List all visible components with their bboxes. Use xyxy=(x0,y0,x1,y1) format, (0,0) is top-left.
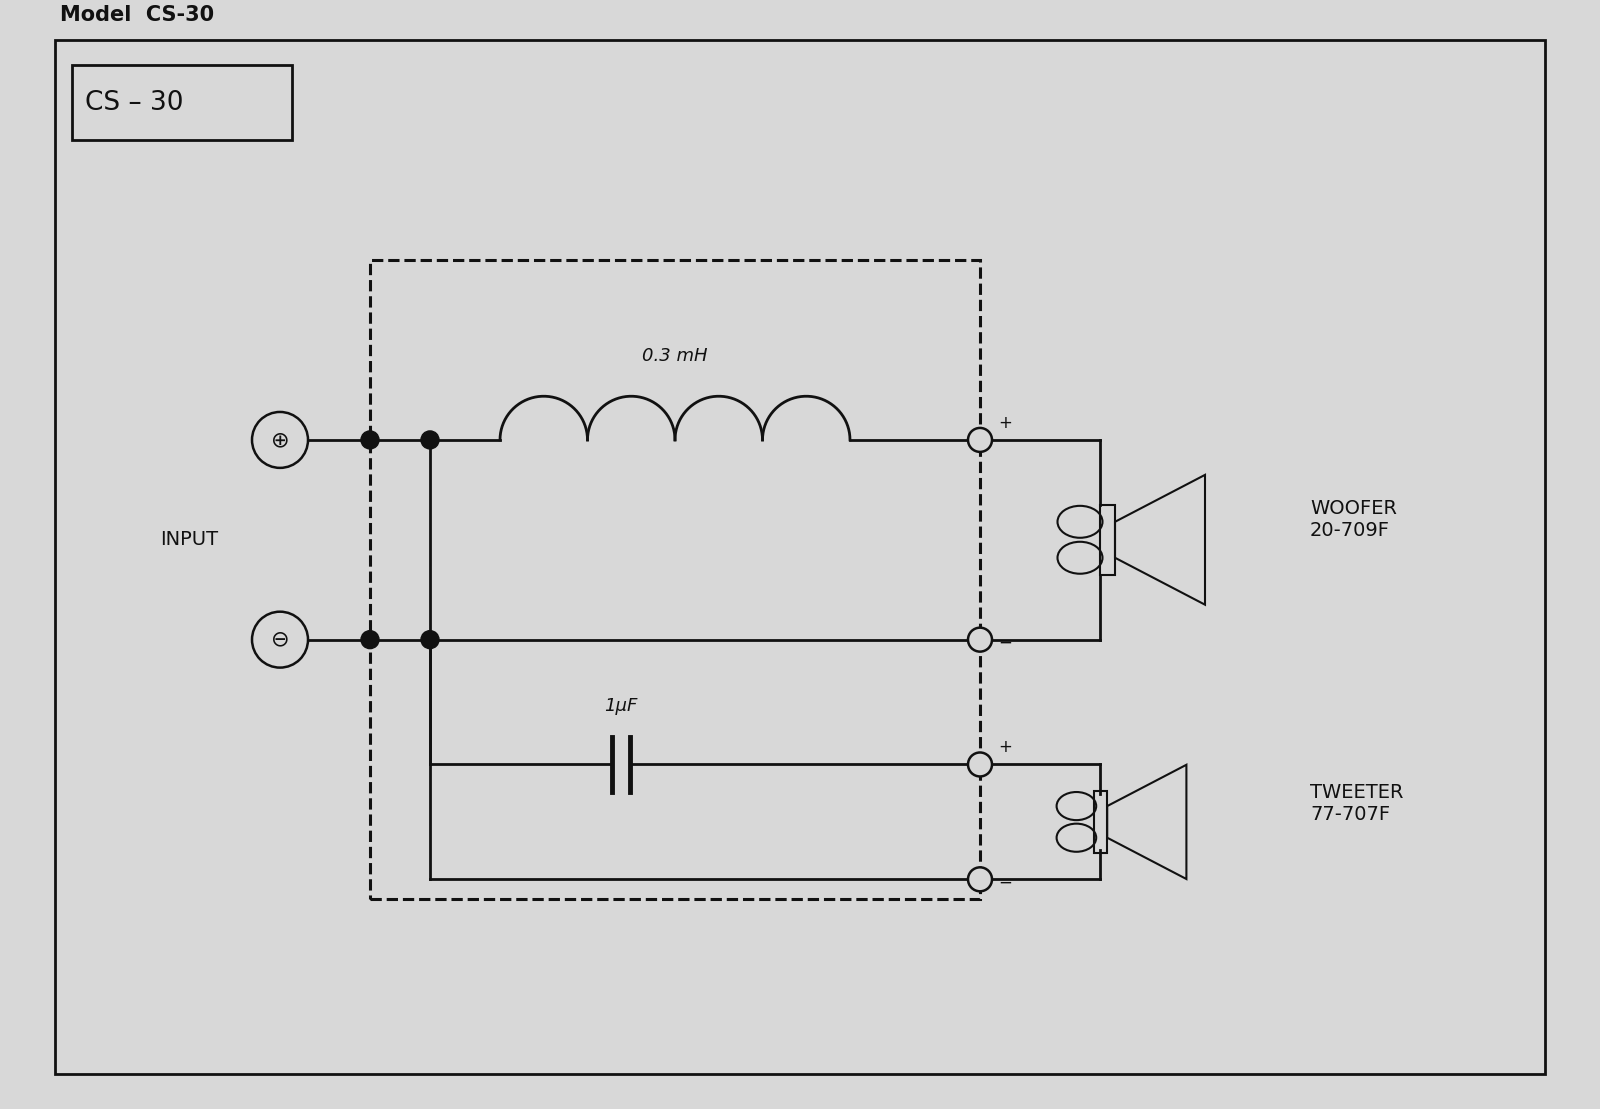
Text: CS – 30: CS – 30 xyxy=(85,90,184,116)
Circle shape xyxy=(362,631,379,649)
Circle shape xyxy=(968,628,992,652)
Circle shape xyxy=(421,631,438,649)
Text: −: − xyxy=(998,873,1011,892)
Text: +: + xyxy=(998,739,1011,756)
Text: ⊕: ⊕ xyxy=(270,430,290,450)
Bar xyxy=(1094,791,1107,853)
Circle shape xyxy=(968,428,992,451)
Circle shape xyxy=(968,867,992,892)
Circle shape xyxy=(968,753,992,776)
Text: INPUT: INPUT xyxy=(160,530,218,549)
Text: −: − xyxy=(998,633,1011,652)
Text: WOOFER
20-709F: WOOFER 20-709F xyxy=(1310,499,1397,540)
Circle shape xyxy=(421,431,438,449)
Text: TWEETER
77-707F: TWEETER 77-707F xyxy=(1310,783,1403,824)
Text: +: + xyxy=(998,414,1011,431)
Circle shape xyxy=(362,431,379,449)
Text: ⊖: ⊖ xyxy=(270,630,290,650)
Bar xyxy=(1101,505,1115,574)
Text: 1μF: 1μF xyxy=(605,696,638,714)
Text: Model  CS-30: Model CS-30 xyxy=(61,6,214,26)
Bar xyxy=(72,65,291,141)
Bar xyxy=(370,261,979,899)
Text: 0.3 mH: 0.3 mH xyxy=(642,347,707,365)
